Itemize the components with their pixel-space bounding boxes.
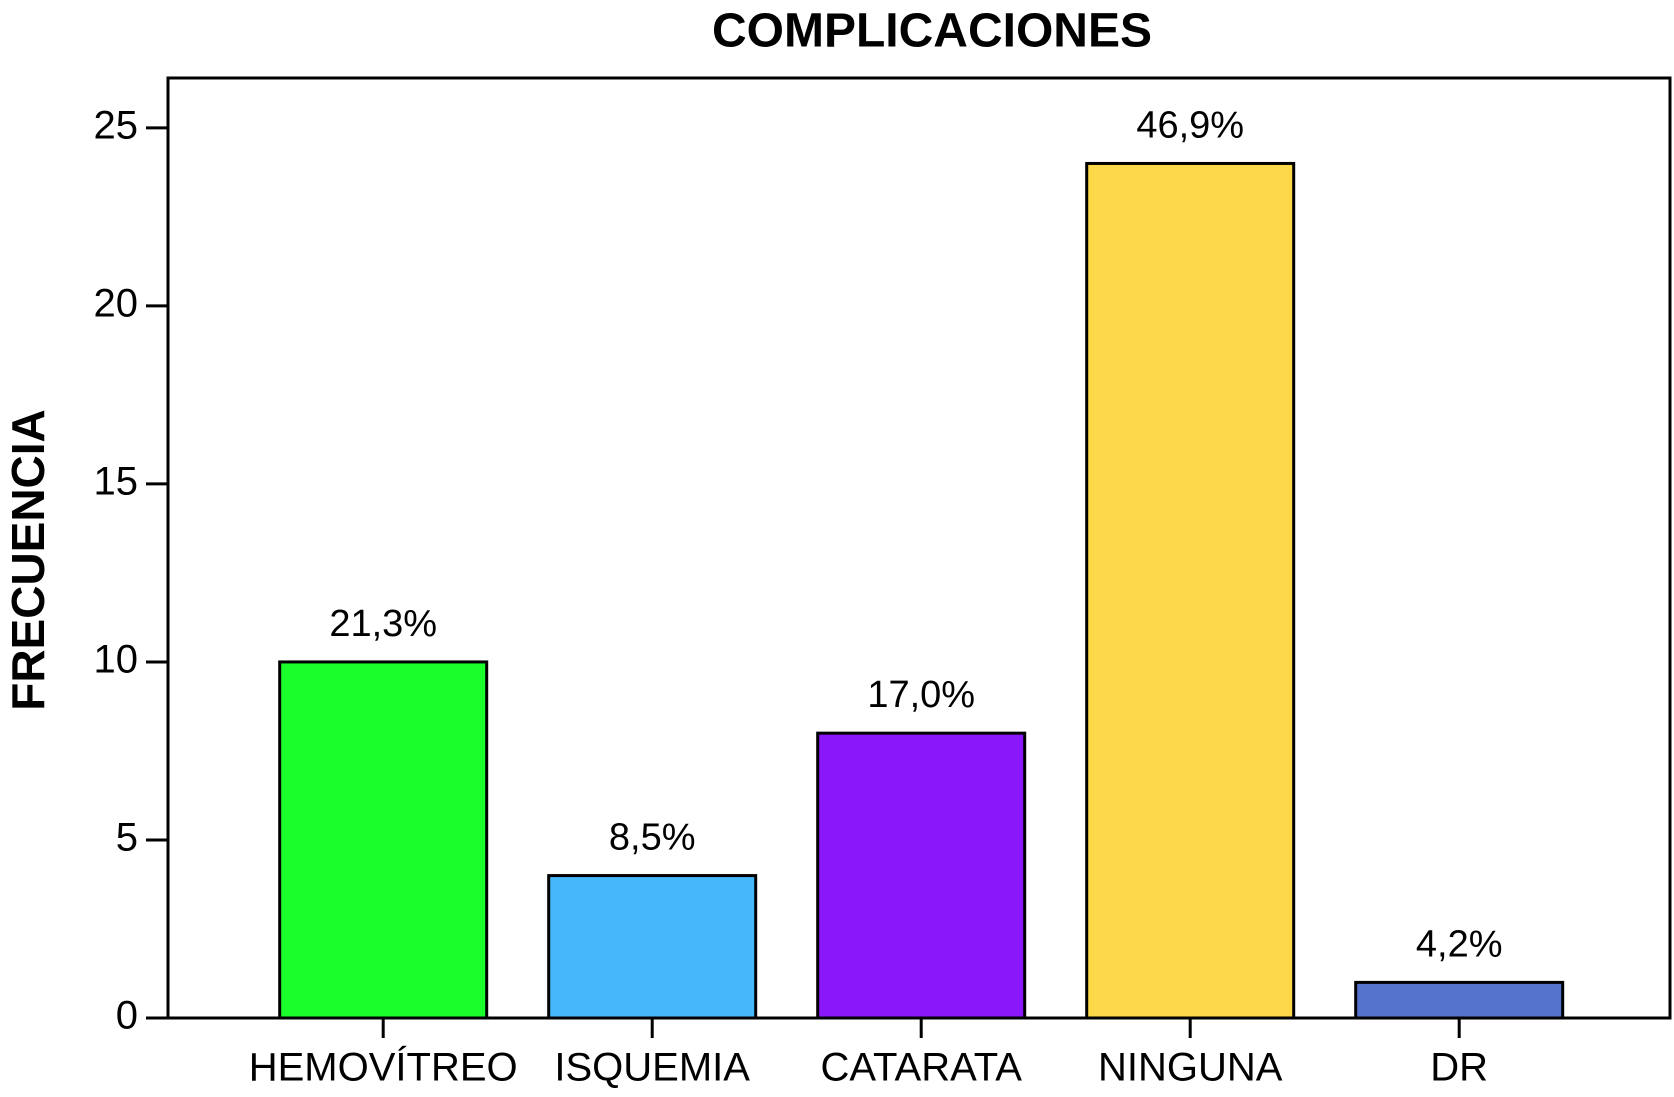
bar bbox=[278, 660, 489, 1020]
x-tick-label: HEMOVÍTREO bbox=[249, 1045, 518, 1090]
data-label: 17,0% bbox=[867, 674, 975, 716]
data-label: 4,2% bbox=[1416, 923, 1503, 965]
x-tick-label: DR bbox=[1430, 1046, 1488, 1090]
y-tick-label: 25 bbox=[94, 103, 139, 147]
bar bbox=[1085, 161, 1296, 1020]
x-tick-label: ISQUEMIA bbox=[554, 1046, 750, 1090]
bar bbox=[1354, 980, 1565, 1020]
x-tick-label: CATARATA bbox=[820, 1046, 1022, 1090]
y-axis-label: FRECUENCIA bbox=[2, 409, 54, 711]
data-label: 21,3% bbox=[329, 603, 437, 645]
data-label: 46,9% bbox=[1136, 104, 1244, 146]
y-tick-label: 5 bbox=[116, 816, 138, 860]
y-tick-label: 0 bbox=[116, 994, 138, 1038]
y-tick-label: 10 bbox=[94, 638, 139, 682]
y-tick-label: 20 bbox=[94, 281, 139, 325]
data-label: 8,5% bbox=[609, 817, 696, 859]
y-tick-label: 15 bbox=[94, 459, 139, 503]
bar bbox=[816, 731, 1027, 1020]
chart-title: COMPLICACIONES bbox=[712, 5, 1152, 58]
x-tick-label: NINGUNA bbox=[1098, 1046, 1283, 1090]
bar bbox=[547, 874, 758, 1020]
